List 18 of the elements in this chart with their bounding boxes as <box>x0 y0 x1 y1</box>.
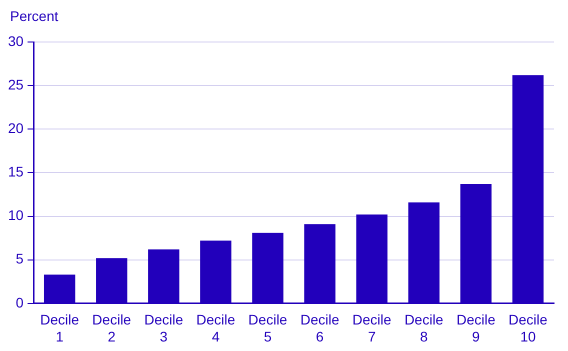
y-tick-label: 30 <box>8 32 24 49</box>
y-axis-title: Percent <box>10 8 58 24</box>
x-tick-label: Decile 1 <box>40 312 80 344</box>
x-tick-label: Decile 8 <box>404 312 444 344</box>
y-tick-label: 15 <box>8 164 24 180</box>
y-tick-label: 20 <box>8 120 24 136</box>
y-tick-label: 0 <box>16 294 24 310</box>
x-tick-label: Decile 6 <box>300 312 340 344</box>
y-tick-label: 25 <box>8 76 24 92</box>
x-tick-label: Decile 2 <box>92 312 132 344</box>
x-tick-label: Decile 9 <box>456 312 496 344</box>
y-tick-label: 5 <box>16 250 24 267</box>
x-tick-label: Decile 4 <box>196 312 236 344</box>
x-tick-label: Decile 3 <box>144 312 184 344</box>
x-tick-label: Decile 7 <box>352 312 392 344</box>
x-tick-label: Decile 5 <box>248 312 288 344</box>
y-tick-label: 10 <box>8 207 24 224</box>
x-tick-label: Decile 10 <box>508 312 548 344</box>
